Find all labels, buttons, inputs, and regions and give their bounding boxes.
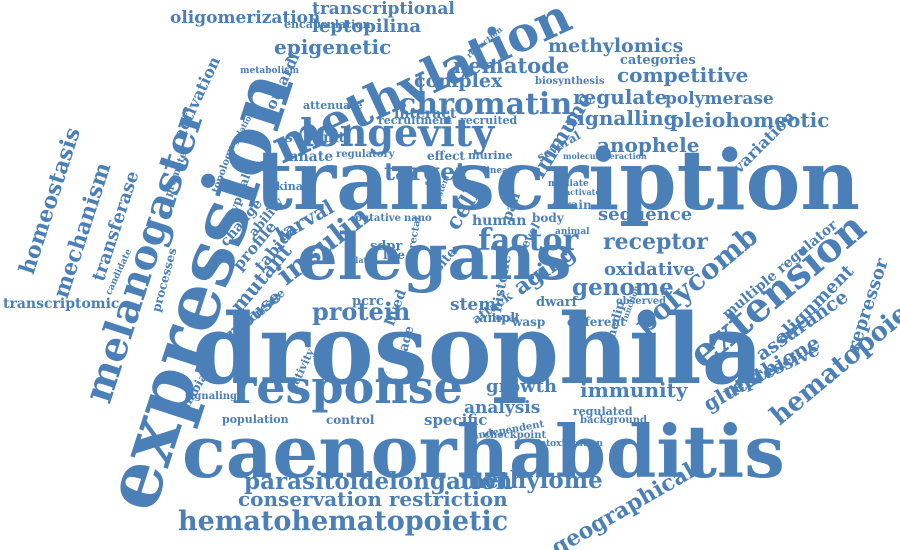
cloud-word: transcriptional [312, 0, 455, 19]
cloud-word: signaling [185, 391, 238, 402]
cloud-word: pcrc [352, 294, 384, 309]
cloud-word: elegans [297, 220, 572, 295]
cloud-word: analysis [464, 398, 541, 418]
cloud-word: body [532, 211, 564, 225]
cloud-word: strain [552, 198, 592, 212]
cloud-word: different [567, 315, 626, 329]
cloud-word: molecular [563, 151, 609, 161]
cloud-word: innate [283, 149, 334, 165]
cloud-word: life [383, 248, 405, 262]
cloud-word: drosophila [192, 293, 764, 406]
cloud-word: putative [355, 213, 401, 224]
cloud-word: effect [427, 149, 465, 163]
cloud-word: attenuate [303, 99, 363, 112]
cloud-word: sequence [598, 204, 693, 225]
cloud-word: dwarf [536, 295, 578, 310]
cloud-word: methylomics [548, 35, 684, 57]
cloud-word: background [580, 415, 647, 426]
cloud-word: regulate [573, 85, 668, 109]
cloud-word: wasp [512, 315, 546, 329]
cloud-word: oxidative [604, 259, 695, 280]
cloud-word: interaction [597, 151, 647, 161]
cloud-word: methylome [460, 467, 603, 494]
cloud-word: transcription [255, 133, 860, 229]
cloud-word: anophele [597, 133, 700, 157]
cloud-word: activated [565, 187, 606, 197]
cloud-word: receptor [603, 229, 708, 255]
cloud-word: parasitoidelongation [244, 468, 513, 495]
cloud-word: control [326, 413, 375, 427]
cloud-word: kinase [276, 180, 317, 193]
cloud-word: conservation restriction [238, 487, 508, 511]
cloud-word: related [346, 255, 378, 265]
cloud-word: oligomerization [170, 8, 321, 28]
cloud-word: detoxification [534, 439, 603, 449]
cloud-word: nano [404, 213, 432, 224]
cloud-word: mediate [548, 179, 589, 189]
cloud-word: biosynthesis [535, 76, 605, 87]
cloud-word: target [384, 157, 467, 186]
cloud-word: interact [394, 106, 457, 122]
cloud-word: human [472, 213, 527, 229]
cloud-word: protein [312, 297, 411, 326]
cloud-word: local [492, 313, 519, 324]
cloud-word: animal [555, 227, 590, 237]
cloud-word: nematode [453, 53, 570, 78]
cloud-word: recruitment [378, 114, 453, 127]
cloud-word: checkpoint [484, 430, 547, 441]
cloud-word: observed [616, 296, 667, 307]
cloud-word: metabolism [240, 66, 299, 76]
cloud-word: signalling [566, 106, 678, 130]
cloud-word: recruited [460, 114, 518, 127]
cloud-word: genome [572, 274, 674, 301]
cloud-word: categories [620, 53, 696, 68]
cloud-word: pleiohomeotic [670, 108, 830, 132]
cloud-word: immunity [580, 378, 688, 402]
cloud-word: lineage [483, 166, 520, 176]
cloud-word: growth [486, 376, 557, 397]
cloud-word: stem [450, 295, 497, 315]
cloud-word: caenorhabditis [182, 409, 785, 494]
cloud-word: sdpr [370, 239, 403, 254]
cloud-word: subunit [285, 130, 345, 146]
cloud-word: factor [478, 223, 579, 258]
cloud-word: hematohematopoietic [178, 506, 509, 537]
cloud-word: encapsulation [284, 18, 371, 31]
cloud-word: transcriptomic [3, 296, 120, 312]
cloud-word: leptopilina [312, 16, 422, 37]
cloud-word: response [232, 360, 463, 414]
cloud-word: complex [414, 70, 503, 92]
cloud-word: population [222, 413, 289, 426]
cloud-word: chromatin [398, 87, 573, 122]
cloud-word: regulated [573, 405, 633, 418]
cloud-word: longevity [300, 110, 495, 155]
cloud-word: epigenetic [274, 35, 392, 59]
cloud-word: ampk [479, 311, 520, 326]
cloud-word: specific [424, 411, 488, 429]
cloud-word: murine [468, 149, 513, 162]
cloud-word: regulatory [336, 149, 395, 160]
cloud-word: polymerase [665, 89, 774, 109]
cloud-word: competitive [617, 63, 749, 87]
